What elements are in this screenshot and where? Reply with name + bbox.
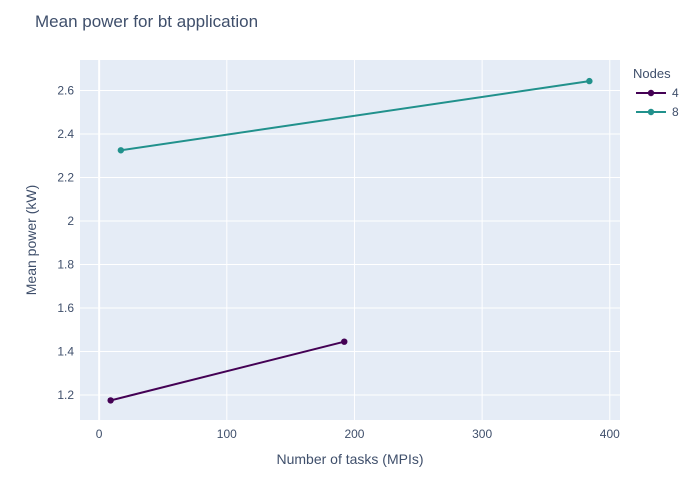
data-point-4 <box>107 397 114 404</box>
chart-title: Mean power for bt application <box>35 12 259 31</box>
y-tick-label: 2.4 <box>57 127 74 141</box>
x-tick-label: 100 <box>217 427 237 441</box>
x-tick-label: 400 <box>600 427 620 441</box>
series-line-8 <box>120 80 590 152</box>
data-point-8 <box>117 147 125 154</box>
y-tick-label: 2 <box>67 214 74 228</box>
x-tick-label: 0 <box>96 427 103 441</box>
x-axis-title: Number of tasks (MPIs) <box>276 451 423 467</box>
y-tick-label: 1.6 <box>57 301 74 315</box>
legend-label-8: 8 <box>672 105 679 119</box>
plot-area-background <box>80 60 620 420</box>
y-tick-label: 2.6 <box>57 83 74 97</box>
y-axis-title: Mean power (kW) <box>23 185 39 295</box>
x-tick-label: 200 <box>344 427 364 441</box>
y-tick-label: 2.2 <box>57 170 74 184</box>
y-tick-label: 1.4 <box>57 344 74 358</box>
legend-label-4: 4 <box>672 86 679 100</box>
y-tick-label: 1.2 <box>57 388 74 402</box>
x-tick-label: 300 <box>472 427 492 441</box>
y-tick-label: 1.8 <box>57 257 74 271</box>
data-point-4 <box>341 338 348 345</box>
series-line-4 <box>110 340 345 402</box>
legend-title: Nodes <box>633 66 671 81</box>
legend-swatch-marker-8 <box>647 108 655 116</box>
data-point-8 <box>586 77 593 85</box>
legend-swatch-marker-4 <box>647 89 655 97</box>
